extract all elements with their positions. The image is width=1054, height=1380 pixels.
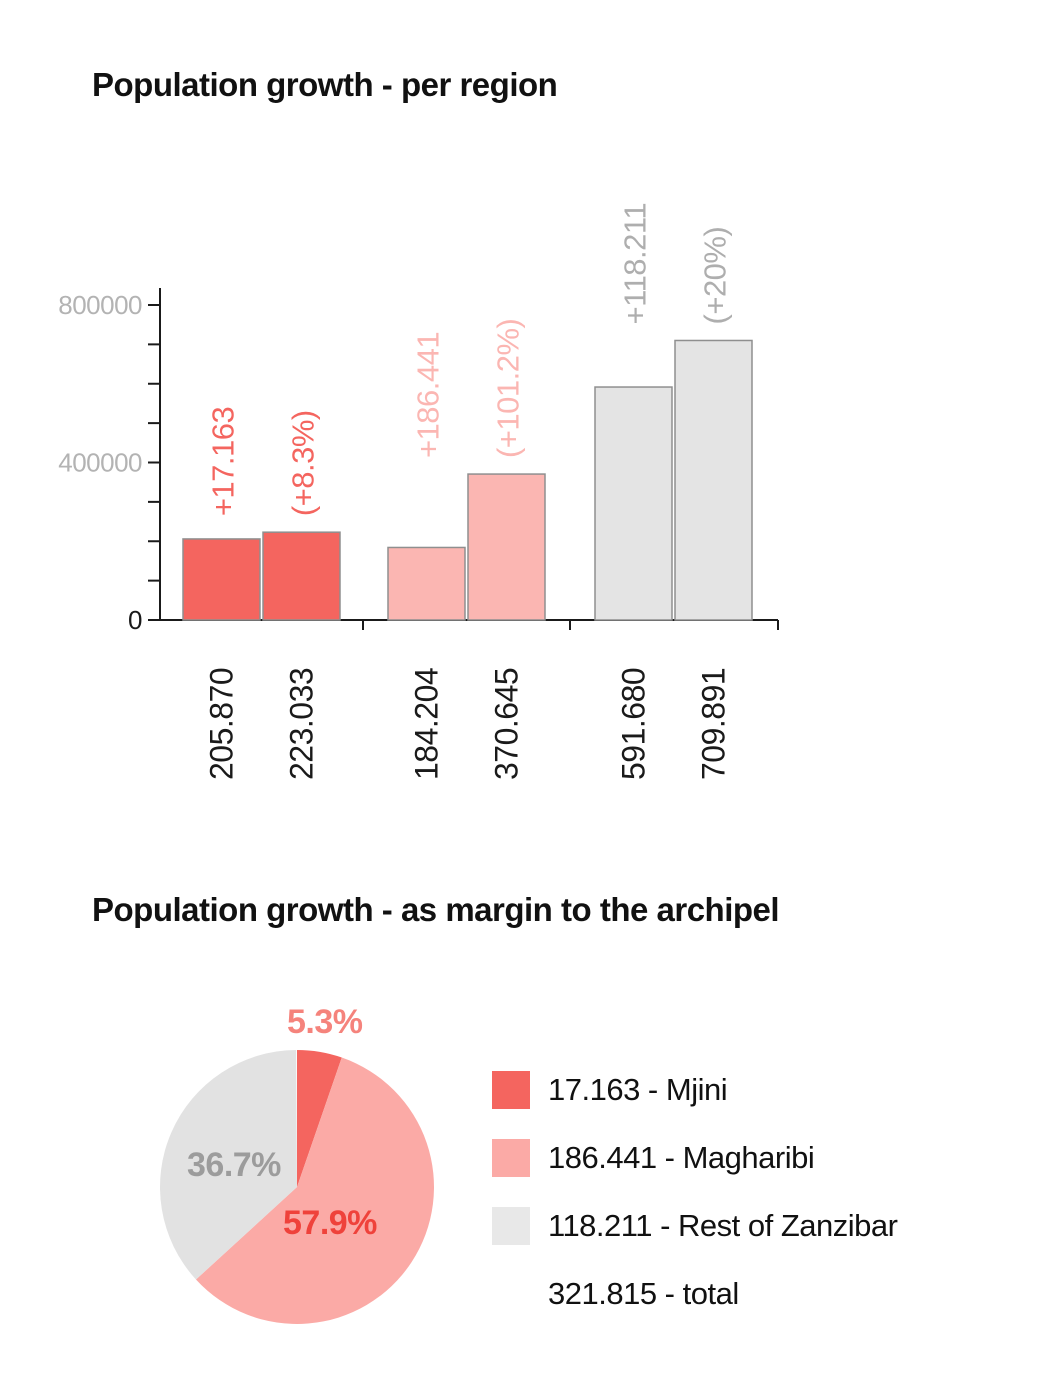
bar-value-label: 205.870	[204, 668, 240, 780]
pie-percent-label-rest: 36.7%	[187, 1146, 281, 1184]
bar-Rest of Zanzibar	[674, 339, 753, 621]
bar-Magharibi	[467, 473, 546, 621]
bar-value-label: 184.204	[409, 668, 445, 780]
pie-percent-label-magharibi: 57.9%	[283, 1204, 377, 1242]
bar-value-label: 709.891	[696, 668, 732, 780]
growth-percent-label: (+20%)	[698, 227, 733, 325]
legend-swatch-magharibi	[492, 1139, 530, 1177]
growth-delta-label: +17.163	[206, 407, 241, 516]
pie-slice-2	[160, 1050, 297, 1280]
pie-slice-1	[195, 1057, 435, 1325]
legend-item-magharibi: 186.441 - Magharibi	[492, 1139, 897, 1177]
legend-item-mjini: 17.163 - Mjini	[492, 1071, 897, 1109]
bar-chart-title: Population growth - per region	[92, 66, 558, 103]
bar-value-label: 223.033	[284, 668, 320, 780]
legend-item-total: 321.815 - total	[492, 1275, 897, 1313]
legend-label-rest-of-zanzibar: 118.211 - Rest of Zanzibar	[548, 1208, 898, 1243]
y-tick-label: 800000	[58, 290, 142, 320]
y-tick-label: 0	[128, 605, 142, 635]
growth-delta-label: +118.211	[618, 203, 653, 325]
growth-percent-label: (+101.2%)	[491, 319, 526, 458]
growth-percent-label: (+8.3%)	[286, 410, 321, 516]
pie-legend: 17.163 - Mjini 186.441 - Magharibi 118.2…	[492, 1071, 898, 1343]
bar-Rest of Zanzibar	[594, 386, 673, 621]
y-tick-label: 400000	[58, 448, 142, 478]
legend-item-rest-of-zanzibar: 118.211 - Rest of Zanzibar	[492, 1207, 898, 1245]
legend-swatch-mjini	[492, 1071, 530, 1109]
legend-label-total: 321.815 - total	[548, 1276, 739, 1311]
growth-delta-label: +186.441	[411, 332, 446, 458]
bar-Mjini	[262, 531, 341, 621]
legend-swatch-rest-of-zanzibar	[492, 1207, 530, 1245]
pie-chart-title: Population growth - as margin to the arc…	[92, 891, 780, 928]
pie-percent-label-mjini: 5.3%	[287, 1003, 363, 1041]
legend-label-magharibi: 186.441 - Magharibi	[548, 1140, 815, 1175]
pie-slice-0	[297, 1050, 342, 1187]
bar-Magharibi	[387, 546, 466, 621]
bar-Mjini	[182, 538, 261, 621]
legend-label-mjini: 17.163 - Mjini	[548, 1072, 728, 1107]
bar-value-label: 591.680	[616, 668, 652, 780]
bar-value-label: 370.645	[489, 668, 525, 780]
